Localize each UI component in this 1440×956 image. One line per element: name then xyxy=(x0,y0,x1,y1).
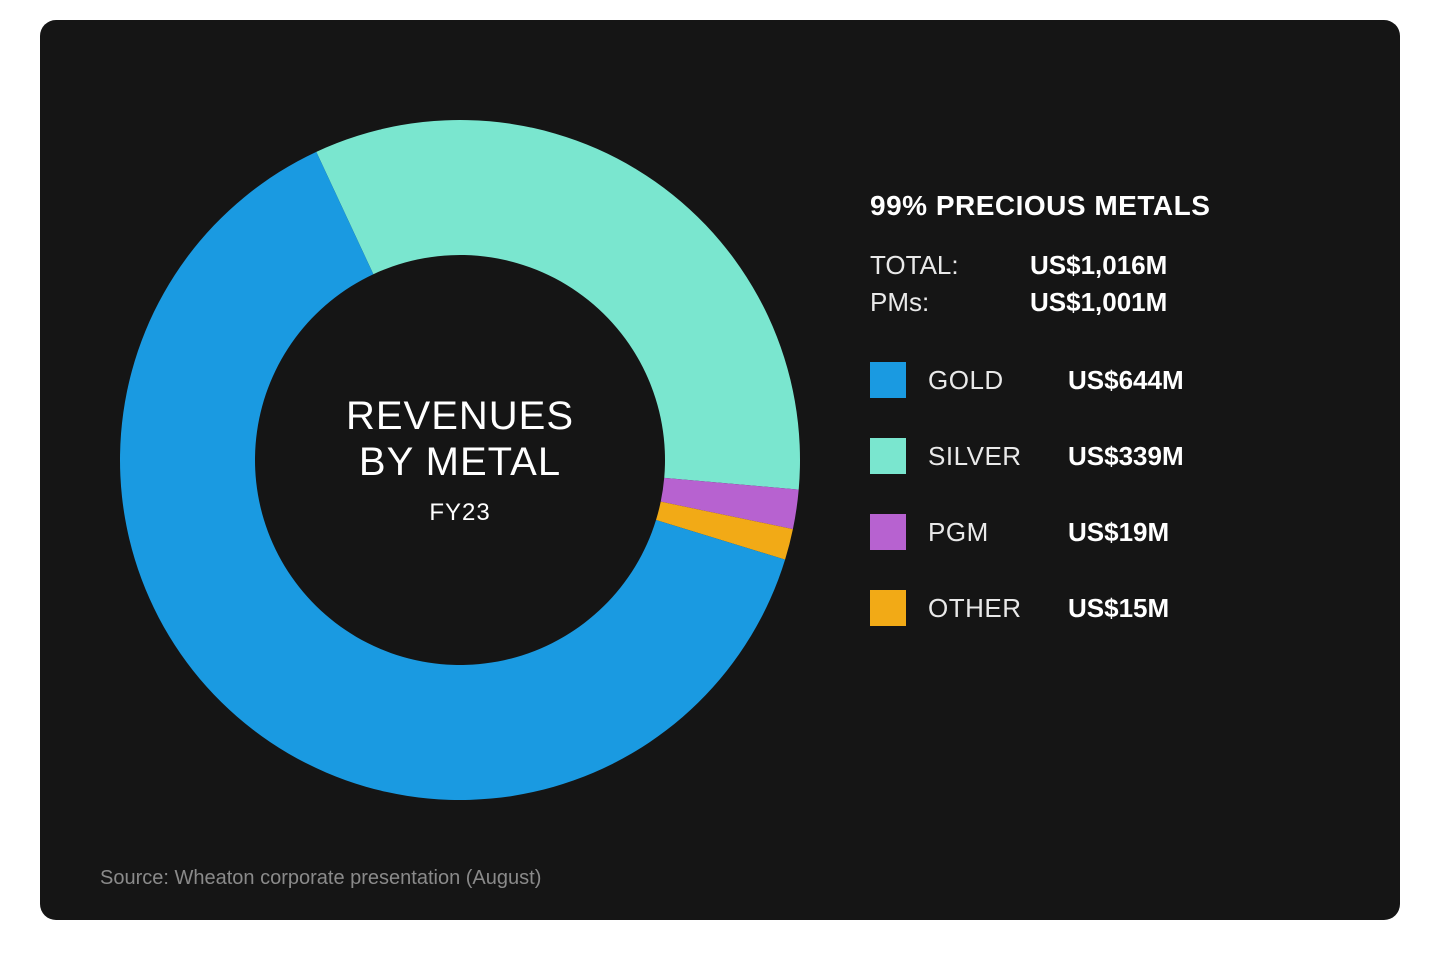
pms-value: US$1,001M xyxy=(1030,287,1167,318)
legend-items: GOLDUS$644MSILVERUS$339MPGMUS$19MOTHERUS… xyxy=(870,362,1330,626)
legend-title: 99% PRECIOUS METALS xyxy=(870,190,1330,222)
legend-item: PGMUS$19M xyxy=(870,514,1330,550)
legend-panel: 99% PRECIOUS METALS TOTAL: US$1,016M PMs… xyxy=(870,190,1330,666)
donut-segment-silver xyxy=(316,120,800,490)
totals-row-pms: PMs: US$1,001M xyxy=(870,287,1330,318)
pms-label: PMs: xyxy=(870,287,1030,318)
totals-row-total: TOTAL: US$1,016M xyxy=(870,250,1330,281)
donut-svg xyxy=(120,120,800,800)
legend-label: GOLD xyxy=(928,365,1068,396)
legend-value: US$339M xyxy=(1068,441,1184,472)
legend-swatch xyxy=(870,438,906,474)
legend-label: SILVER xyxy=(928,441,1068,472)
legend-swatch xyxy=(870,514,906,550)
legend-value: US$19M xyxy=(1068,517,1169,548)
legend-label: OTHER xyxy=(928,593,1068,624)
legend-value: US$15M xyxy=(1068,593,1169,624)
legend-item: OTHERUS$15M xyxy=(870,590,1330,626)
donut-chart: REVENUES BY METAL FY23 xyxy=(120,120,800,800)
total-value: US$1,016M xyxy=(1030,250,1167,281)
infographic-card: REVENUES BY METAL FY23 99% PRECIOUS META… xyxy=(40,20,1400,920)
source-caption: Source: Wheaton corporate presentation (… xyxy=(100,867,541,890)
legend-item: GOLDUS$644M xyxy=(870,362,1330,398)
legend-label: PGM xyxy=(928,517,1068,548)
legend-swatch xyxy=(870,590,906,626)
legend-swatch xyxy=(870,362,906,398)
legend-item: SILVERUS$339M xyxy=(870,438,1330,474)
total-label: TOTAL: xyxy=(870,250,1030,281)
legend-value: US$644M xyxy=(1068,365,1184,396)
